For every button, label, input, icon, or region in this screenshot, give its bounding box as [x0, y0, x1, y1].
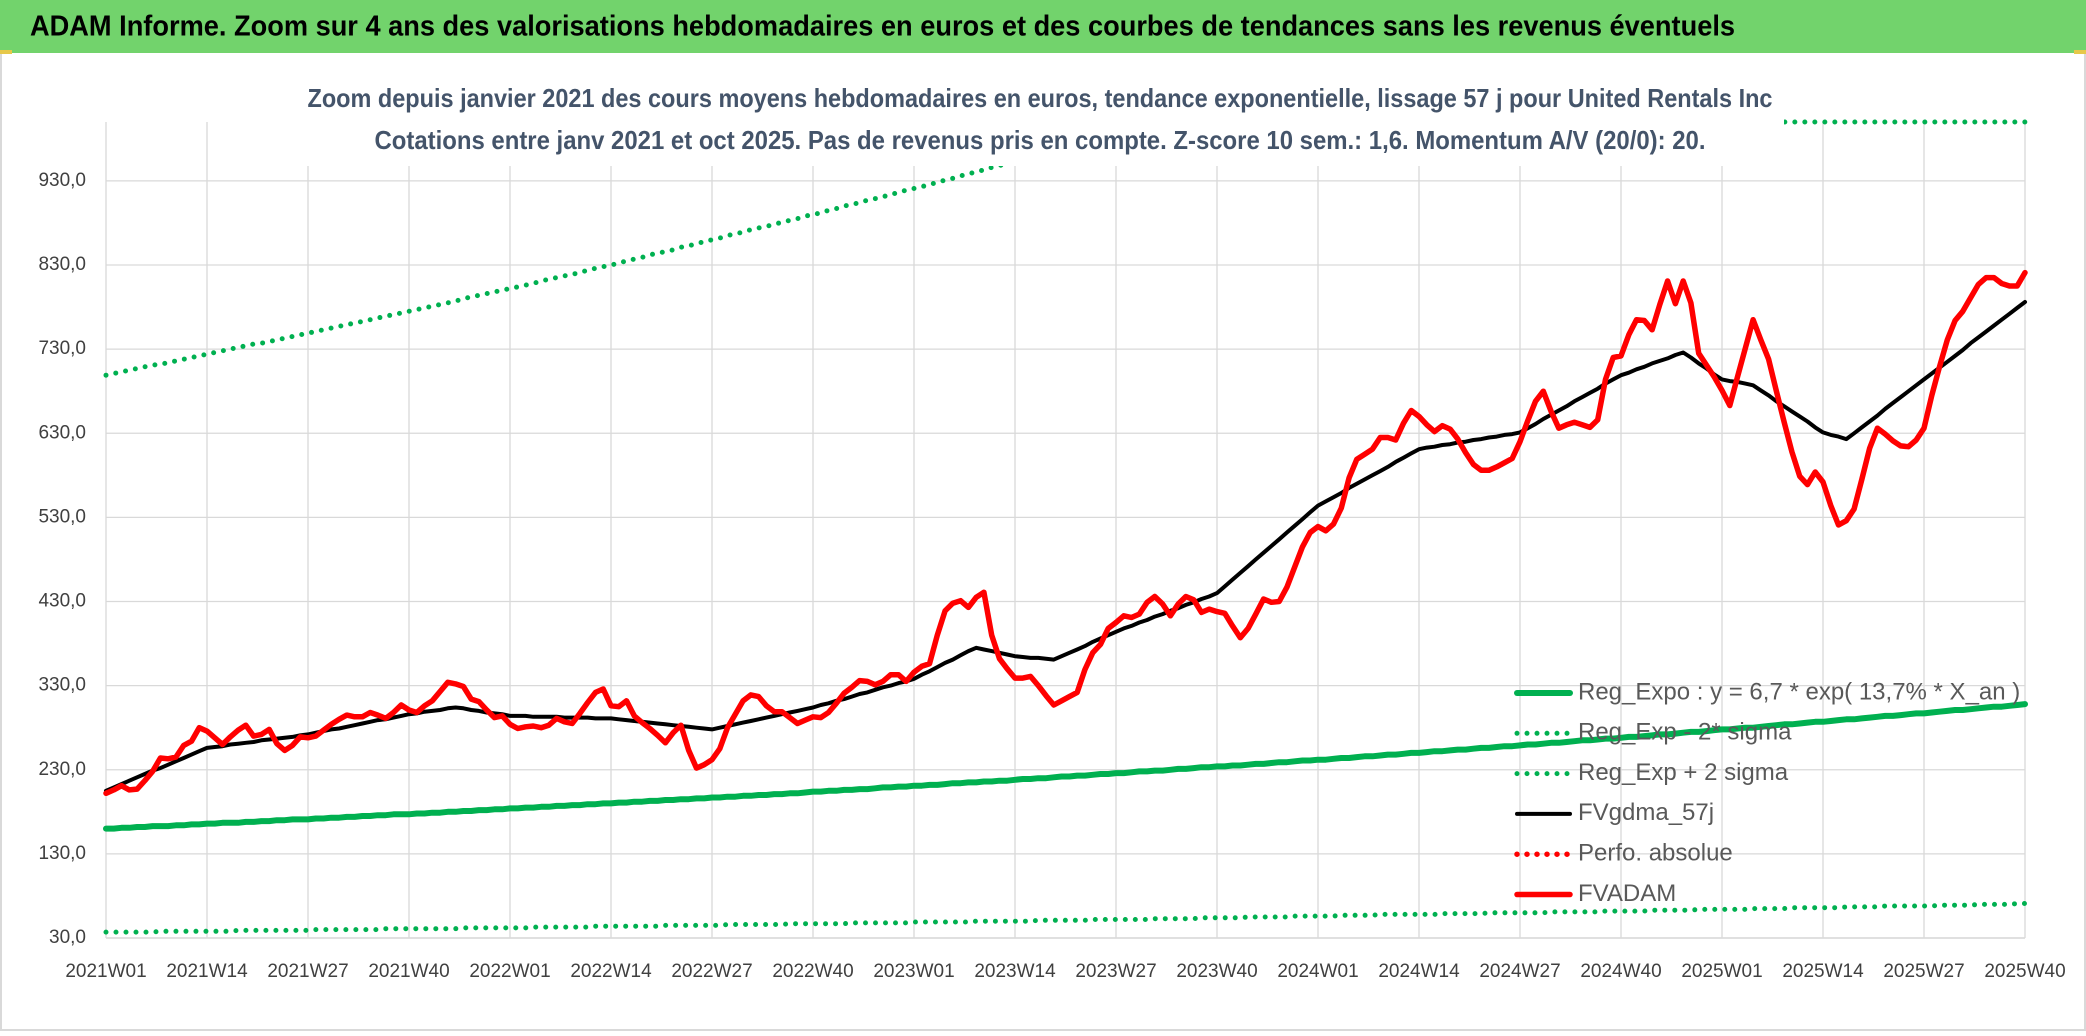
- y-tick-label: 30,0: [49, 927, 86, 948]
- corner-mark: [0, 50, 12, 54]
- x-tick-label: 2023W40: [1176, 961, 1257, 982]
- y-tick-label: 330,0: [38, 675, 86, 696]
- x-tick-label: 2025W40: [1984, 961, 2065, 982]
- x-tick-label: 2022W40: [772, 961, 853, 982]
- x-tick-label: 2025W27: [1883, 961, 1964, 982]
- x-tick-label: 2023W01: [873, 961, 954, 982]
- y-tick-label: 130,0: [38, 843, 86, 864]
- header-band: [0, 0, 2086, 53]
- x-tick-label: 2021W40: [368, 961, 449, 982]
- y-tick-label: 930,0: [38, 170, 86, 191]
- subtitle-box: [282, 78, 1784, 166]
- x-tick-label: 2022W01: [469, 961, 550, 982]
- x-tick-label: 2024W40: [1580, 961, 1661, 982]
- x-tick-label: 2021W14: [166, 961, 248, 982]
- y-tick-label: 230,0: [38, 759, 86, 780]
- x-tick-label: 2025W14: [1782, 961, 1864, 982]
- subtitle: Cotations entre janv 2021 et oct 2025. P…: [375, 125, 1706, 155]
- x-tick-label: 2024W14: [1378, 961, 1460, 982]
- y-tick-label: 630,0: [38, 422, 86, 443]
- x-tick-label: 2024W01: [1277, 961, 1358, 982]
- x-tick-label: 2021W27: [267, 961, 348, 982]
- legend-label: FVADAM: [1578, 880, 1676, 907]
- series-line: [103, 901, 2028, 935]
- subtitle: Zoom depuis janvier 2021 des cours moyen…: [308, 83, 1773, 113]
- series-line: [103, 701, 2028, 832]
- x-tick-label: 2022W14: [570, 961, 652, 982]
- series-line: [103, 269, 2028, 797]
- legend-label: Perfo. absolue: [1578, 840, 1733, 867]
- legend-label: FVgdma_57j: [1578, 799, 1714, 826]
- y-tick-label: 830,0: [38, 254, 86, 275]
- chart-title: ADAM Informe. Zoom sur 4 ans des valoris…: [30, 11, 1735, 43]
- x-tick-label: 2021W01: [65, 961, 146, 982]
- y-tick-label: 730,0: [38, 338, 86, 359]
- x-tick-label: 2023W27: [1075, 961, 1156, 982]
- legend-label: Reg_Exp - 2* sigma: [1578, 719, 1792, 746]
- corner-mark: [2074, 50, 2086, 54]
- legend-label: Reg_Exp + 2 sigma: [1578, 759, 1789, 786]
- y-tick-label: 530,0: [38, 506, 86, 527]
- x-tick-label: 2024W27: [1479, 961, 1560, 982]
- x-tick-label: 2023W14: [974, 961, 1056, 982]
- x-tick-label: 2025W01: [1681, 961, 1762, 982]
- legend: Reg_Expo : y = 6,7 * exp( 13,7% * X_an )…: [1514, 678, 2020, 907]
- y-tick-label: 430,0: [38, 591, 86, 612]
- x-tick-label: 2022W27: [671, 961, 752, 982]
- legend-label: Reg_Expo : y = 6,7 * exp( 13,7% * X_an ): [1578, 678, 2020, 705]
